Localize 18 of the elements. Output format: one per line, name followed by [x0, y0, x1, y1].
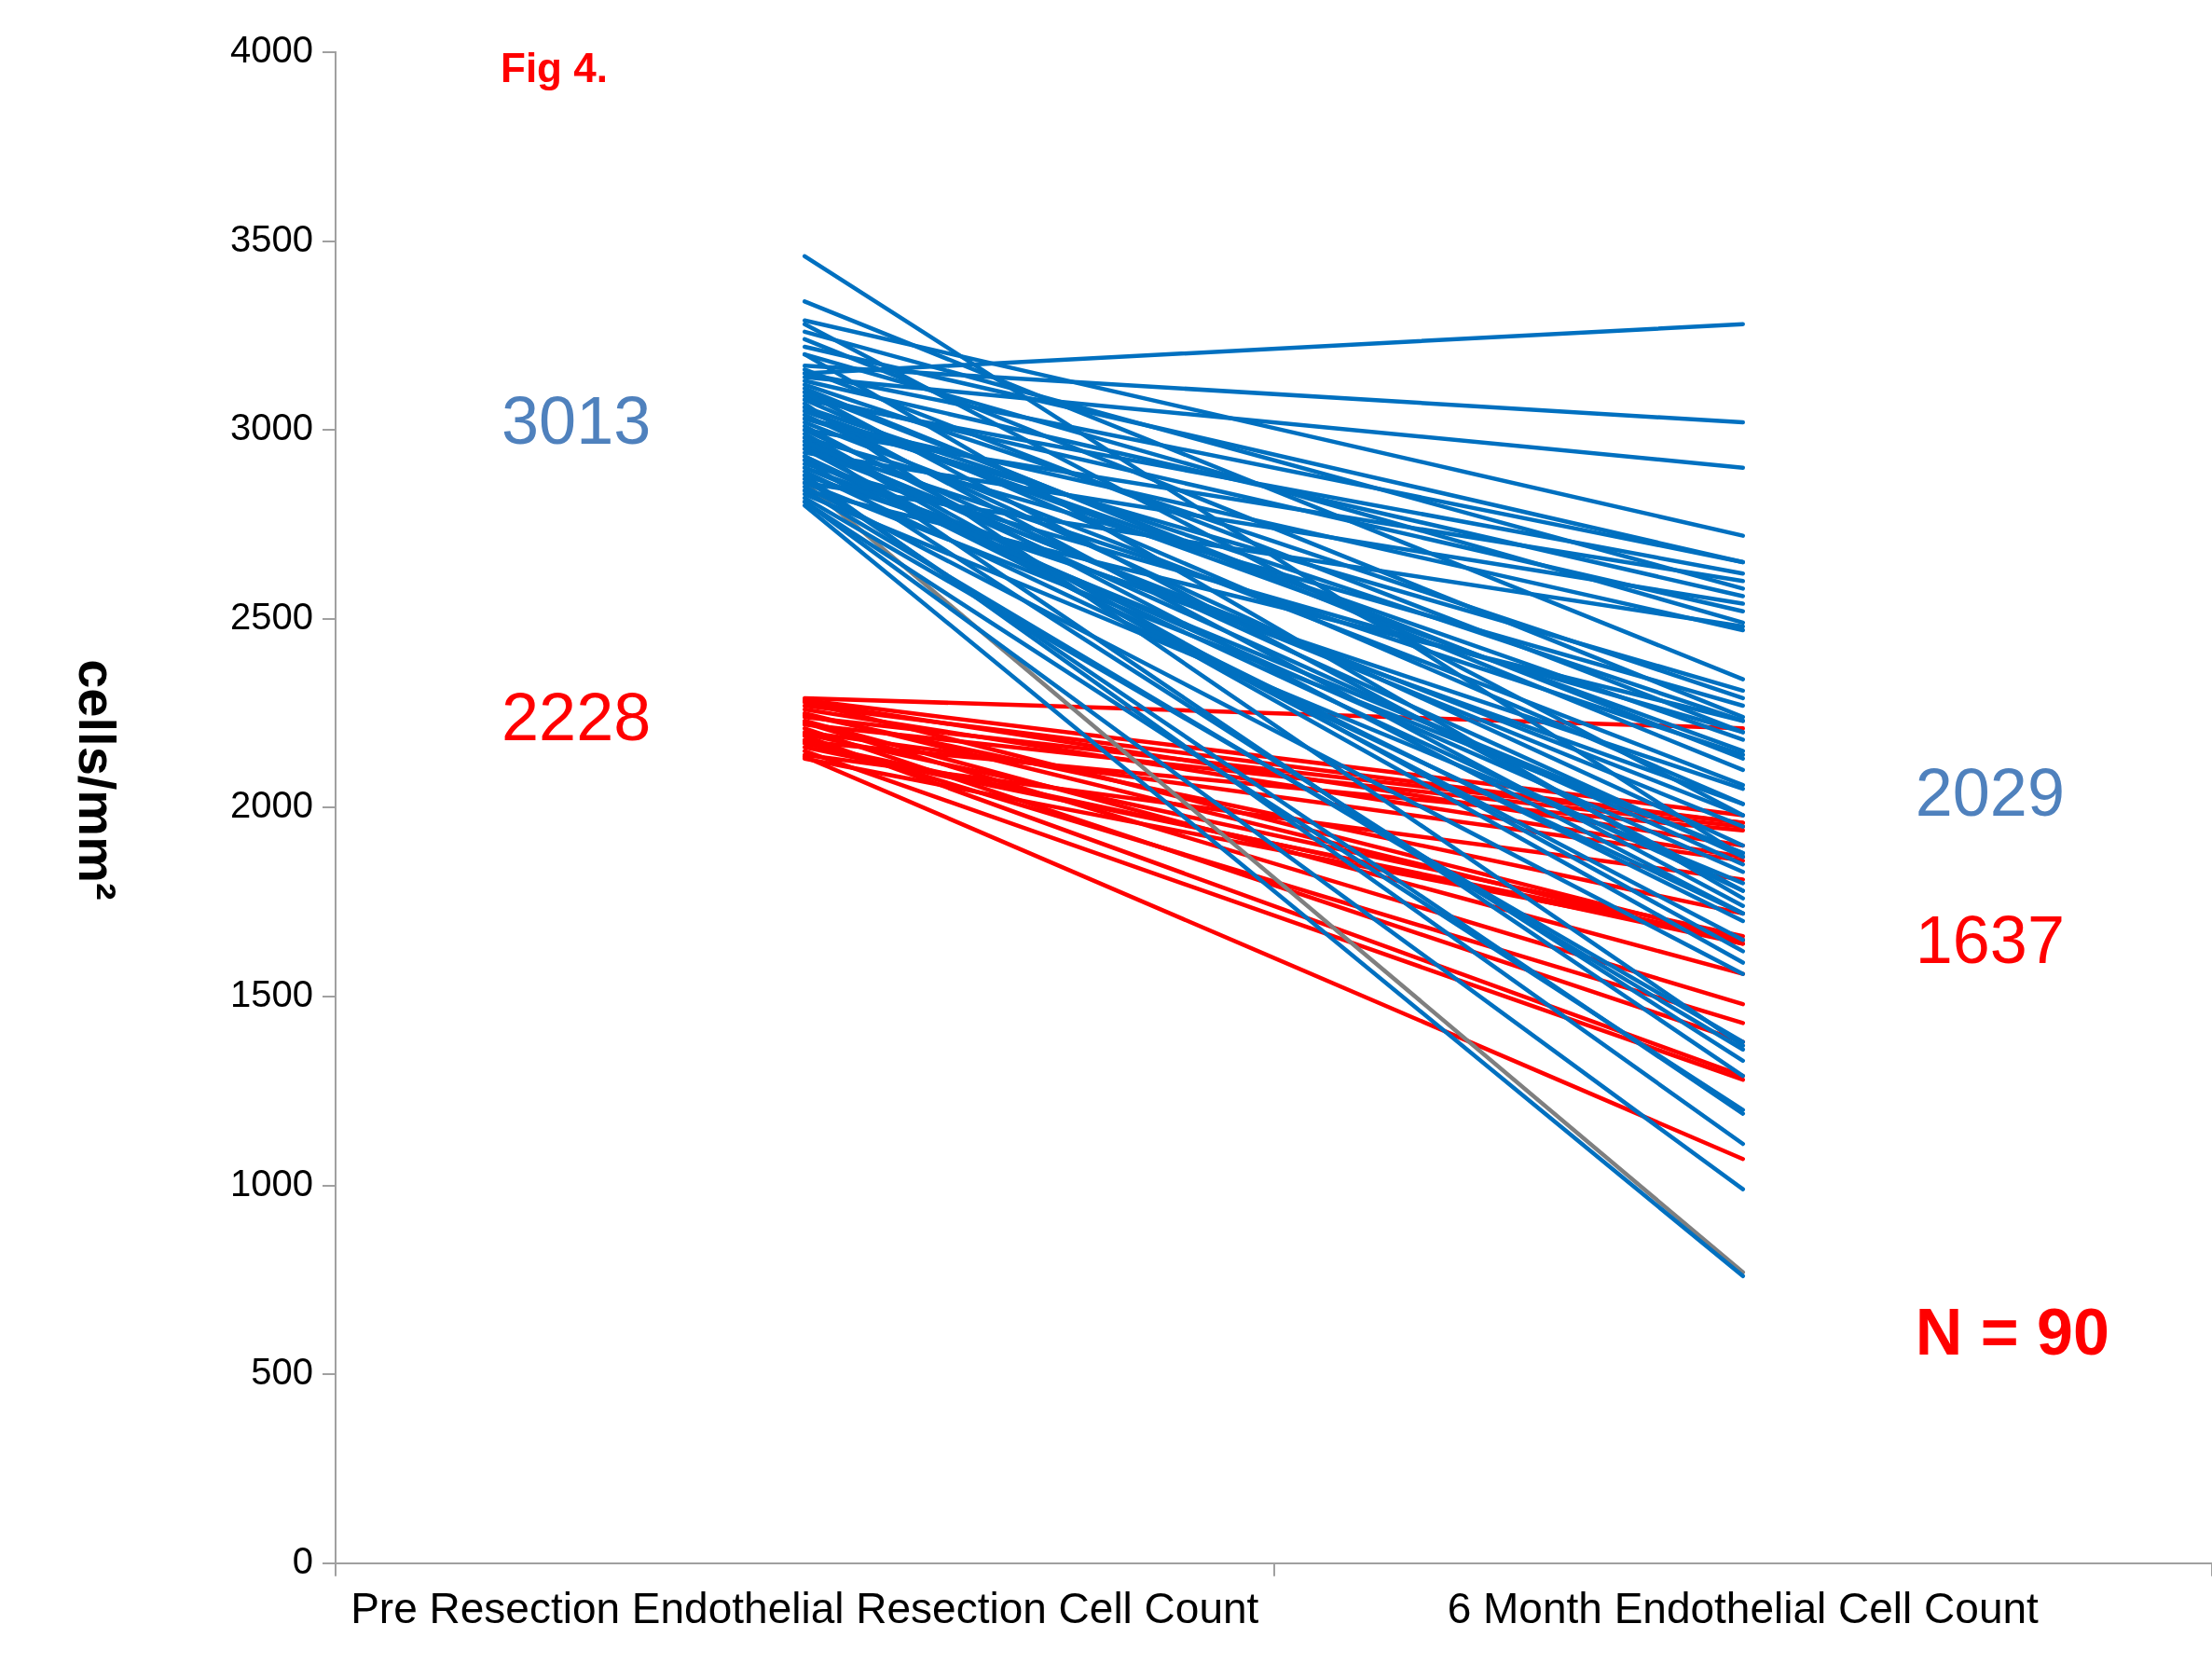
y-tick-label: 2000: [230, 784, 313, 826]
annotation: 2228: [501, 679, 652, 754]
y-tick-label: 2500: [230, 595, 313, 637]
y-tick-label: 4000: [230, 29, 313, 71]
y-tick-label: 1500: [230, 973, 313, 1015]
y-tick-label: 3000: [230, 406, 313, 448]
annotation: 3013: [501, 382, 652, 458]
y-tick-label: 1000: [230, 1162, 313, 1204]
x-tick-label: 6 Month Endothelial Cell Count: [1447, 1584, 2040, 1633]
y-tick-label: 3500: [230, 217, 313, 259]
y-tick-label: 0: [292, 1539, 313, 1581]
y-axis-title: cells/mm²: [67, 659, 127, 901]
y-tick-label: 500: [251, 1351, 313, 1393]
annotation: N = 90: [1915, 1295, 2109, 1369]
x-tick-label: Pre Resection Endothelial Resection Cell Count: [350, 1584, 1259, 1633]
annotation: 1637: [1915, 902, 2065, 978]
annotation: 2029: [1915, 754, 2065, 830]
chart-title: Fig 4.: [501, 45, 608, 91]
